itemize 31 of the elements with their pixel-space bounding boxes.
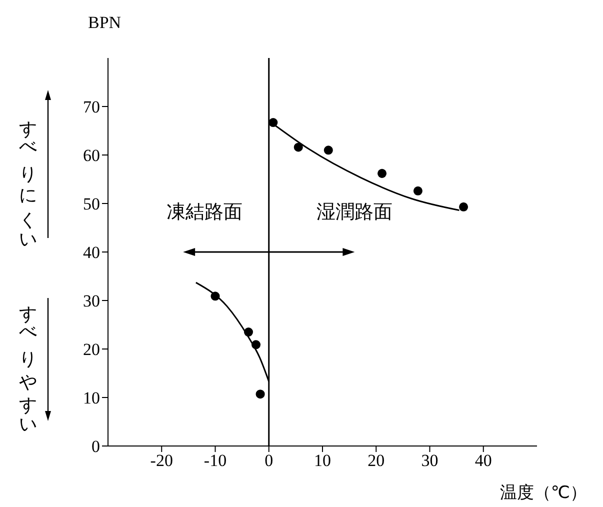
y-tick-label: 60 [83, 146, 100, 166]
annotation: 凍結路面 [166, 202, 243, 224]
y-tick-label: 50 [83, 194, 100, 214]
y-tick-label: 0 [92, 437, 100, 456]
annotation: 湿潤路面 [316, 202, 393, 224]
point [294, 142, 303, 152]
y-tick-label: 70 [83, 98, 100, 117]
x-tick-label: -20 [150, 451, 173, 470]
point [210, 292, 220, 301]
point [378, 168, 387, 178]
point [459, 202, 468, 212]
x-tick-label: 40 [474, 451, 492, 470]
x-axis-title: 温度（℃） [500, 483, 587, 503]
text: すべりにくい [16, 108, 39, 248]
y-tick-label: 20 [83, 340, 100, 360]
y-tick-label: 10 [83, 388, 100, 408]
x-tick-label: -10 [204, 451, 227, 470]
point [251, 340, 261, 350]
y-tick-label: 40 [83, 243, 100, 262]
x-tick-label: 0 [264, 451, 274, 470]
y-axis-title: BPN [88, 13, 122, 32]
point [256, 390, 265, 399]
x-tick-label: 20 [368, 451, 385, 470]
text: すべりやすい [16, 293, 39, 432]
x-tick-label: 30 [421, 451, 438, 470]
point [324, 146, 333, 155]
point [268, 118, 278, 128]
y-tick-label: 30 [83, 292, 100, 311]
point [413, 186, 422, 196]
x-tick-label: 10 [314, 451, 331, 470]
point [244, 328, 254, 337]
